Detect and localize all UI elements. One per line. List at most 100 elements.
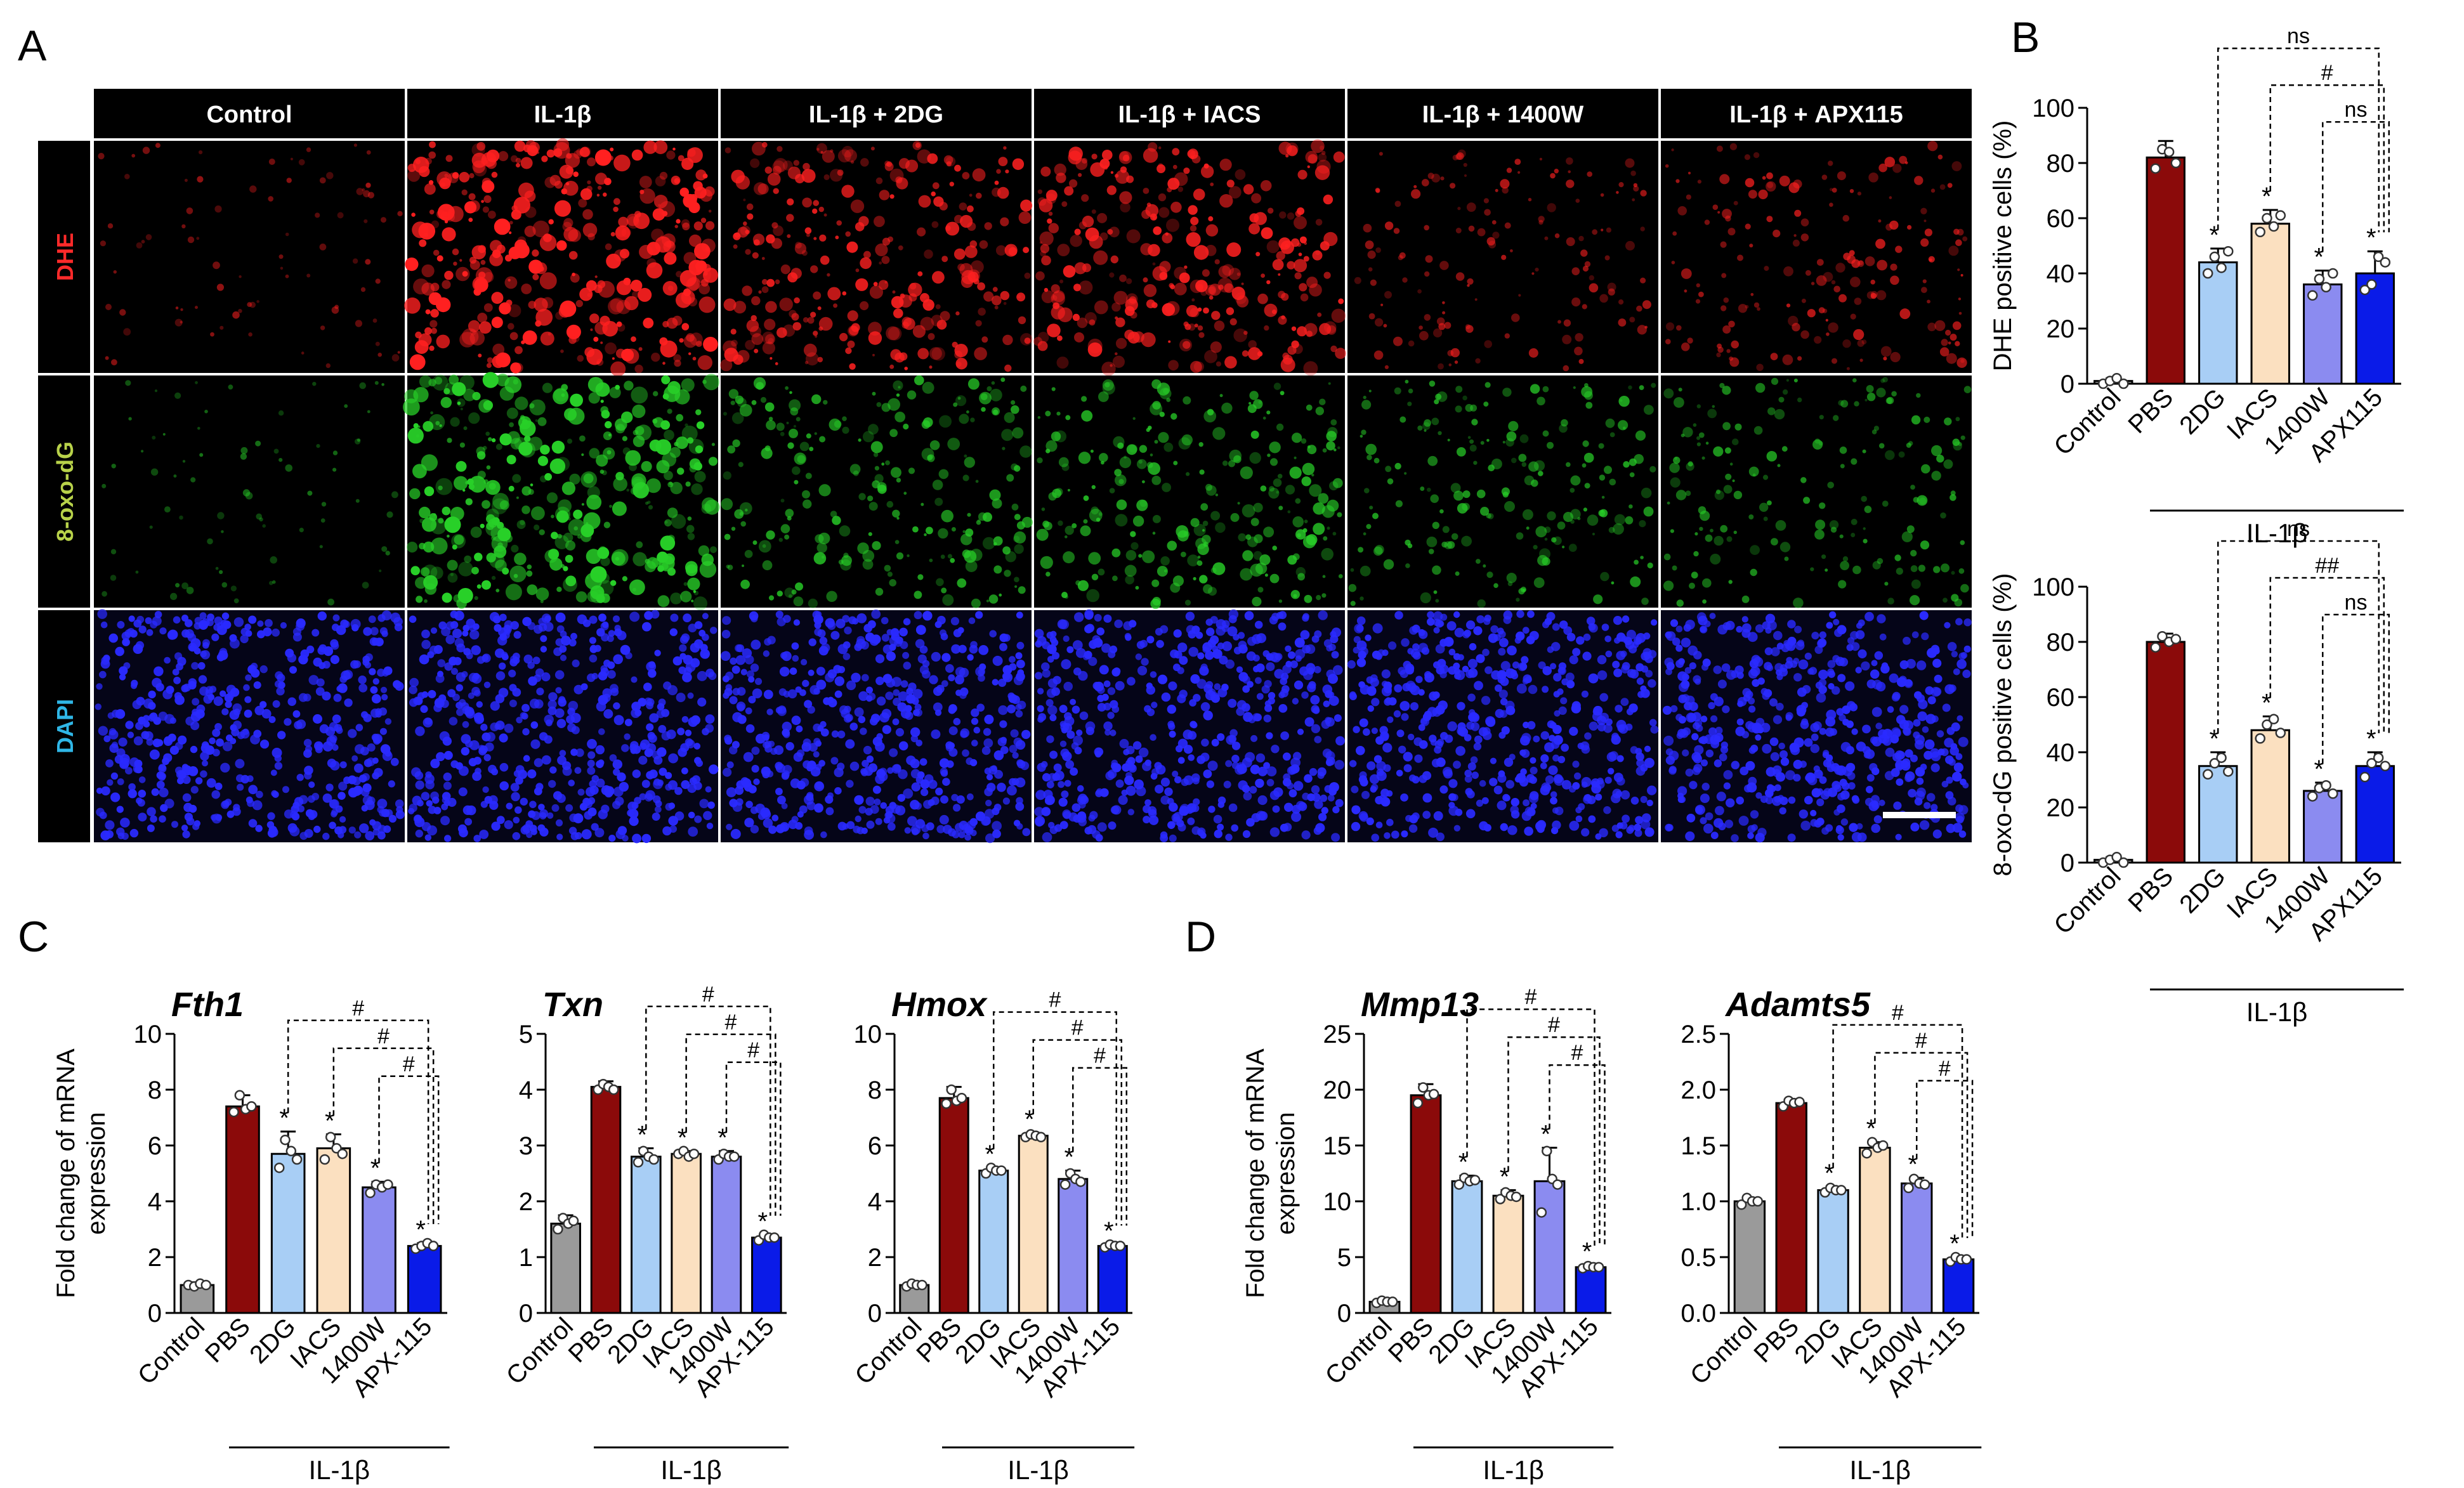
stained-cell: [442, 280, 451, 289]
stained-cell: [1199, 575, 1208, 584]
stained-cell: [750, 158, 760, 168]
stained-cell: [1582, 463, 1587, 468]
stained-cell: [787, 234, 791, 238]
stained-cell: [888, 398, 900, 411]
stained-cell: [447, 206, 464, 223]
nucleus: [1188, 754, 1195, 761]
nucleus: [688, 811, 695, 819]
stained-cell: [622, 576, 628, 582]
nucleus: [735, 798, 744, 806]
nucleus: [860, 641, 869, 650]
stained-cell: [1584, 261, 1591, 268]
nucleus: [313, 825, 321, 833]
stained-cell: [439, 424, 442, 427]
nucleus: [813, 751, 820, 758]
nucleus: [521, 703, 530, 712]
stained-cell: [1488, 513, 1494, 519]
stained-cell: [606, 253, 621, 269]
nucleus: [764, 638, 771, 646]
stained-cell: [319, 244, 327, 251]
stained-cell: [486, 522, 494, 530]
stained-cell: [1504, 333, 1510, 339]
stained-cell: [1705, 534, 1713, 542]
stained-cell: [1608, 526, 1615, 533]
stained-cell: [1948, 245, 1959, 256]
nucleus: [952, 830, 960, 839]
stained-cell: [1484, 340, 1492, 348]
stained-cell: [599, 545, 606, 554]
stained-cell: [514, 140, 526, 152]
nucleus: [1274, 669, 1284, 679]
nucleus: [420, 705, 428, 713]
stained-cell: [1323, 271, 1331, 279]
column-header-bg: [1034, 89, 1345, 138]
nucleus: [440, 699, 449, 708]
nucleus: [983, 728, 992, 736]
nucleus: [567, 723, 577, 733]
stained-cell: [1642, 300, 1651, 310]
nucleus: [608, 835, 616, 842]
stained-cell: [1854, 401, 1859, 407]
stained-cell: [1189, 279, 1204, 294]
stained-cell: [693, 596, 707, 611]
stained-cell: [1433, 590, 1438, 594]
nucleus: [428, 806, 436, 814]
stained-cell: [811, 394, 822, 405]
nucleus: [577, 788, 585, 796]
stained-cell: [1424, 419, 1432, 427]
stained-cell: [1712, 204, 1719, 211]
nucleus: [1524, 826, 1533, 836]
nucleus: [332, 714, 341, 724]
stained-cell: [1115, 316, 1118, 320]
nucleus: [377, 669, 385, 677]
stained-cell: [391, 354, 400, 362]
nucleus: [1372, 623, 1383, 634]
stained-cell: [997, 186, 1009, 199]
nucleus: [889, 802, 897, 809]
stained-cell: [953, 248, 966, 260]
stained-cell: [1774, 408, 1785, 420]
nucleus: [1280, 677, 1288, 686]
stained-cell: [221, 530, 224, 533]
stained-cell: [561, 393, 565, 397]
stained-cell: [1083, 495, 1089, 501]
stained-cell: [1063, 551, 1075, 564]
stained-cell: [735, 175, 750, 190]
stained-cell: [1717, 343, 1722, 349]
stained-cell: [1538, 471, 1543, 476]
stained-cell: [1684, 289, 1687, 293]
stained-cell: [1877, 558, 1884, 565]
stained-cell: [476, 141, 486, 151]
nucleus: [830, 630, 840, 640]
stained-cell: [762, 331, 775, 344]
nucleus: [1371, 728, 1378, 734]
stained-cell: [1766, 216, 1773, 223]
stained-cell: [1040, 166, 1051, 177]
stained-cell: [173, 474, 177, 478]
nucleus: [256, 790, 263, 799]
stained-cell: [791, 589, 797, 595]
stained-cell: [510, 362, 521, 374]
nucleus: [913, 709, 920, 716]
nucleus: [813, 723, 822, 732]
nucleus: [480, 800, 488, 808]
stained-cell: [447, 535, 450, 538]
nucleus: [166, 686, 174, 695]
stained-cell: [353, 143, 358, 147]
nucleus: [902, 651, 910, 659]
stained-cell: [1519, 434, 1529, 443]
stained-cell: [1063, 265, 1076, 278]
stained-cell: [1044, 521, 1052, 530]
stained-cell: [837, 169, 844, 176]
stained-cell: [1238, 533, 1247, 542]
stained-cell: [1958, 311, 1962, 315]
stained-cell: [1056, 412, 1061, 416]
stained-cell: [1438, 363, 1444, 370]
stained-cell: [1707, 408, 1717, 419]
stained-cell: [210, 332, 214, 337]
nucleus: [705, 669, 714, 678]
stained-cell: [1911, 415, 1921, 425]
nucleus: [866, 755, 874, 763]
nucleus: [1035, 818, 1044, 827]
stained-cell: [442, 506, 451, 516]
